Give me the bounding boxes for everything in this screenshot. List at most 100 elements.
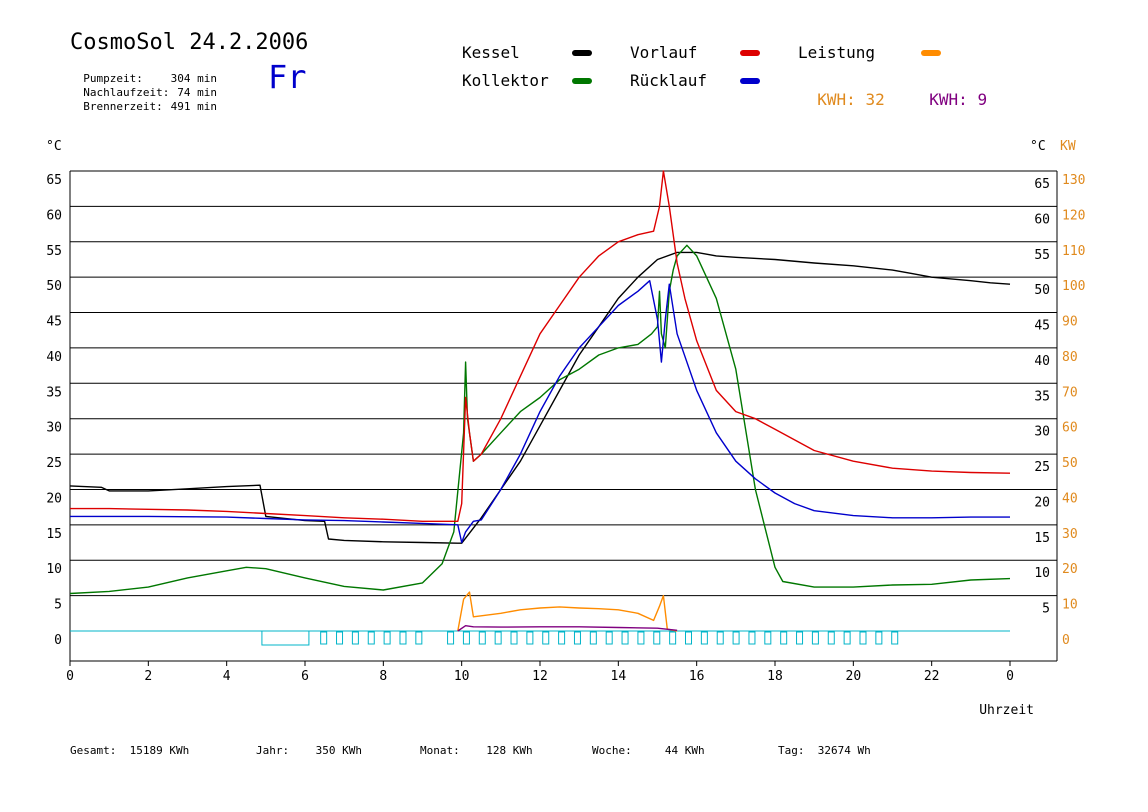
kwh-label: KWH:	[929, 90, 968, 109]
y-tick-left: 5	[54, 598, 62, 613]
y-tick-power: 70	[1062, 385, 1078, 400]
footer-value: 44 KWh	[664, 744, 705, 757]
y-tick-right: 10	[1034, 566, 1050, 581]
legend-kollektor-label: Kollektor	[462, 71, 549, 90]
y-tick-left: 20	[46, 491, 62, 506]
y-tick-left: 55	[46, 244, 62, 259]
footer-value: 32674 Wh	[817, 744, 871, 757]
y-tick-right: 35	[1034, 389, 1050, 404]
legend-vorlauf-swatch	[740, 50, 760, 56]
x-tick-label: 10	[454, 669, 470, 684]
status-marker	[780, 631, 788, 645]
status-marker	[685, 631, 693, 645]
footer-tag: Tag: 32674 Wh	[778, 744, 871, 757]
kwh-total-1: KWH: 32	[798, 71, 885, 109]
x-tick-label: 6	[301, 669, 309, 684]
status-marker	[367, 631, 375, 645]
stat-value: 74 min	[177, 86, 217, 99]
y-axis-unit-left: °C	[46, 139, 62, 154]
y-tick-power: 30	[1062, 527, 1078, 542]
y-tick-power: 100	[1062, 279, 1085, 294]
kwh-label: KWH:	[817, 90, 856, 109]
x-tick-label: 12	[532, 669, 548, 684]
status-marker	[827, 631, 835, 645]
footer-jahr: Jahr: 350 KWh	[256, 744, 362, 757]
status-marker	[891, 631, 899, 645]
series-line-vorlauf	[70, 170, 1011, 522]
status-marker	[462, 631, 470, 645]
footer-gesamt: Gesamt: 15189 KWh	[70, 744, 189, 757]
status-marker	[320, 631, 328, 645]
y-tick-power: 60	[1062, 421, 1078, 436]
status-marker	[605, 631, 613, 645]
status-marker	[399, 631, 407, 645]
y-tick-power: 80	[1062, 350, 1078, 365]
footer-label: Tag:	[778, 744, 805, 757]
y-tick-left: 50	[46, 279, 62, 294]
y-tick-right: 55	[1034, 248, 1050, 263]
x-tick-label: 2	[144, 669, 152, 684]
stat-value: 491 min	[170, 100, 217, 113]
status-marker	[700, 631, 708, 645]
status-marker	[764, 631, 772, 645]
status-block	[261, 630, 310, 646]
stat-label: Pumpzeit:	[83, 72, 143, 85]
x-tick-label: 20	[846, 669, 862, 684]
kwh-value: 32	[865, 90, 885, 109]
x-tick-label: 16	[689, 669, 705, 684]
y-tick-right: 5	[1042, 602, 1050, 617]
status-marker	[637, 631, 645, 645]
status-marker	[351, 631, 359, 645]
x-tick-label: 8	[379, 669, 387, 684]
status-marker	[573, 631, 581, 645]
y-tick-left: 40	[46, 350, 62, 365]
series-line-kollektor	[69, 244, 1011, 595]
legend-leistung-swatch	[921, 50, 941, 56]
status-marker	[494, 631, 502, 645]
status-marker	[415, 631, 423, 645]
status-marker	[843, 631, 851, 645]
status-marker	[526, 631, 534, 645]
series-line-kessel	[69, 251, 1011, 544]
legend-kessel-swatch	[572, 50, 592, 56]
x-tick-label: 0	[66, 669, 74, 684]
status-marker	[748, 631, 756, 645]
legend-leistung-label: Leistung	[798, 43, 876, 62]
status-marker	[732, 631, 740, 645]
y-axis-unit-right: °C	[1030, 139, 1046, 154]
status-marker	[447, 631, 455, 645]
y-tick-left: 65	[46, 173, 62, 188]
stat-pumpzeit: Pumpzeit: 304 min	[70, 59, 217, 85]
y-tick-power: 50	[1062, 456, 1078, 471]
status-marker	[336, 631, 344, 645]
status-marker	[875, 631, 883, 645]
y-axis-unit-power: KW	[1060, 139, 1076, 154]
y-tick-left: 25	[46, 456, 62, 471]
status-marker	[558, 631, 566, 645]
y-tick-right: 50	[1034, 283, 1050, 298]
status-marker	[669, 631, 677, 645]
y-tick-right: 40	[1034, 354, 1050, 369]
stat-label: Nachlaufzeit:	[83, 86, 170, 99]
y-tick-right: 15	[1034, 531, 1050, 546]
y-tick-power: 120	[1062, 208, 1085, 223]
footer-monat: Monat: 128 KWh	[420, 744, 533, 757]
x-axis-label: Uhrzeit	[979, 703, 1034, 718]
y-tick-power: 0	[1062, 633, 1070, 648]
status-marker	[811, 631, 819, 645]
footer-label: Woche:	[592, 744, 632, 757]
stat-brennerzeit: Brennerzeit: 491 min	[70, 87, 217, 113]
legend-vorlauf-label: Vorlauf	[630, 43, 698, 62]
status-marker	[542, 631, 550, 645]
footer-value: 128 KWh	[486, 744, 533, 757]
legend-ruecklauf-label: Rücklauf	[630, 71, 708, 90]
x-tick-label: 4	[223, 669, 231, 684]
footer-value: 15189 KWh	[129, 744, 190, 757]
footer-label: Jahr:	[256, 744, 290, 757]
status-marker	[621, 631, 629, 645]
x-tick-label: 18	[767, 669, 783, 684]
stat-value: 304 min	[170, 72, 217, 85]
y-tick-right: 45	[1034, 319, 1050, 334]
y-tick-power: 20	[1062, 562, 1078, 577]
